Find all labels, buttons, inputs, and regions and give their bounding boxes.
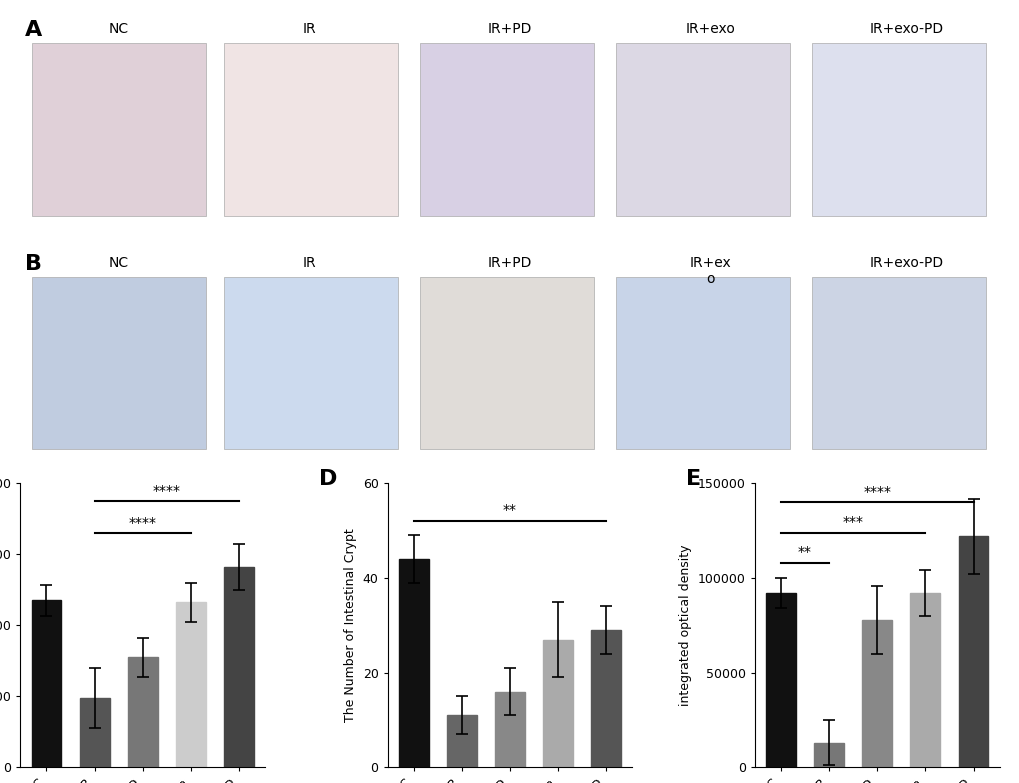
Bar: [79, 698, 109, 767]
Bar: [910, 594, 940, 767]
FancyBboxPatch shape: [33, 277, 206, 449]
Text: ****: ****: [128, 515, 157, 529]
Bar: [494, 691, 525, 767]
FancyBboxPatch shape: [420, 43, 594, 215]
Text: ****: ****: [153, 484, 180, 497]
FancyBboxPatch shape: [811, 277, 985, 449]
Text: IR+PD: IR+PD: [487, 256, 532, 270]
Bar: [176, 602, 206, 767]
Text: IR+PD: IR+PD: [487, 22, 532, 36]
Text: **: **: [797, 545, 811, 559]
Text: **: **: [502, 503, 517, 518]
FancyBboxPatch shape: [224, 43, 398, 215]
FancyBboxPatch shape: [224, 277, 398, 449]
FancyBboxPatch shape: [420, 277, 594, 449]
Text: NC: NC: [108, 256, 128, 270]
Bar: [224, 567, 254, 767]
Text: B: B: [25, 254, 42, 274]
Bar: [127, 657, 158, 767]
Bar: [446, 716, 476, 767]
Text: IR+ex
o: IR+ex o: [689, 256, 731, 286]
Bar: [958, 536, 987, 767]
Bar: [765, 594, 795, 767]
Text: E: E: [686, 469, 701, 489]
FancyBboxPatch shape: [33, 43, 206, 215]
Text: NC: NC: [108, 22, 128, 36]
Bar: [861, 619, 892, 767]
Text: ***: ***: [842, 514, 863, 529]
Bar: [543, 640, 573, 767]
Text: IR+exo-PD: IR+exo-PD: [868, 22, 943, 36]
Text: IR+exo-PD: IR+exo-PD: [868, 256, 943, 270]
FancyBboxPatch shape: [615, 277, 790, 449]
Bar: [591, 630, 621, 767]
Text: D: D: [319, 469, 337, 489]
Text: IR: IR: [303, 256, 316, 270]
Y-axis label: integrated optical density: integrated optical density: [679, 545, 692, 706]
Text: ****: ****: [862, 485, 891, 499]
Bar: [398, 559, 428, 767]
Text: A: A: [25, 20, 43, 40]
Bar: [32, 601, 61, 767]
FancyBboxPatch shape: [615, 43, 790, 215]
FancyBboxPatch shape: [811, 43, 985, 215]
Text: IR: IR: [303, 22, 316, 36]
Bar: [813, 743, 843, 767]
Y-axis label: The Number of Intestinal Crypt: The Number of Intestinal Crypt: [343, 529, 357, 722]
Text: IR+exo: IR+exo: [685, 22, 735, 36]
